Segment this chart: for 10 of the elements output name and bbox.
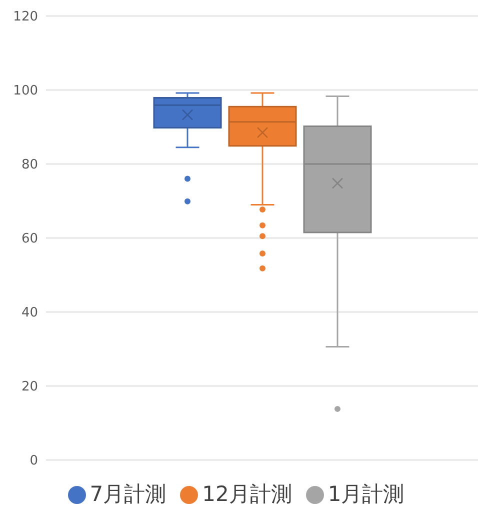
y-tick-label: 120 xyxy=(13,10,38,25)
y-tick-label: 60 xyxy=(21,232,38,247)
y-tick-label: 40 xyxy=(21,306,38,321)
legend-label: 12月計測 xyxy=(202,482,292,506)
legend-label: 1月計測 xyxy=(328,482,404,506)
y-tick-label: 20 xyxy=(21,380,38,395)
y-tick-label: 0 xyxy=(30,454,38,469)
legend-label: 7月計測 xyxy=(90,482,166,506)
y-tick-label: 100 xyxy=(13,84,38,99)
y-tick-label: 80 xyxy=(21,158,38,173)
